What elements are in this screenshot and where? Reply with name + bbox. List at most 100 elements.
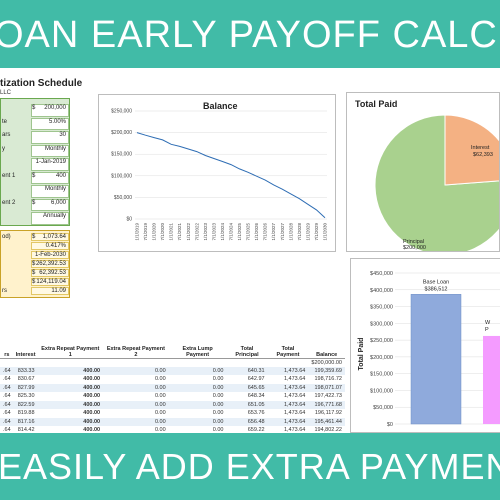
result-field[interactable] — [31, 242, 69, 250]
balance-y-tick: $150,000 — [111, 152, 132, 158]
result-field[interactable] — [31, 278, 69, 286]
balance-x-tick: 1/1/2027 — [271, 223, 276, 241]
table-cell: 400.00 — [37, 383, 104, 392]
input-field[interactable] — [31, 104, 69, 117]
input-field[interactable] — [31, 171, 69, 184]
table-cell: .64 — [0, 366, 14, 375]
bar-base-loan-value: $386,512 — [425, 286, 448, 292]
table-cell: 196,117.92 — [314, 410, 342, 417]
input-value: 30 — [59, 132, 66, 138]
table-cell: 819.88 — [17, 410, 35, 417]
balance-x-tick: 1/1/2026 — [254, 223, 259, 241]
balance-x-tick: 1/1/2019 — [135, 223, 140, 241]
table-cell: 198,071.07 — [308, 383, 345, 392]
total-paid-chart-panel: Total Paid Interest $62,393 Principal $200,… — [346, 92, 500, 252]
balance-x-tick: 7/1/2025 — [246, 223, 251, 241]
input-field[interactable] — [31, 212, 69, 225]
table-row: .64 819.88 400.00 0.00 0.00 653.76 1,473.64 196… — [0, 409, 345, 418]
result-field[interactable] — [31, 233, 69, 241]
table-cell — [226, 358, 267, 367]
result-value: 1,073.64 — [42, 234, 66, 240]
balance-x-tick: 7/1/2027 — [280, 223, 285, 241]
result-currency: $ — [32, 234, 36, 240]
input-field[interactable] — [31, 185, 69, 198]
input-label: ent 1 — [2, 172, 16, 179]
schedule-title: tization Schedule — [0, 78, 83, 89]
balance-x-tick: 1/1/2024 — [220, 223, 225, 241]
balance-x-tick: 1/1/2025 — [237, 223, 242, 241]
result-value: 1-Feb-2030 — [34, 252, 66, 258]
result-field[interactable] — [31, 260, 69, 268]
table-cell: 0.00 — [212, 427, 224, 434]
table-cell: 830.67 — [17, 376, 35, 383]
balance-x-tick: 7/1/2024 — [229, 223, 234, 241]
table-cell: 822.59 — [13, 400, 38, 409]
table-cell: 0.00 — [168, 366, 227, 375]
table-cell: 0.00 — [154, 393, 166, 400]
comparison-y-tick: $250,000 — [370, 338, 393, 344]
pie-label-interest: Interest — [471, 145, 490, 151]
balance-x-tick: 1/1/2022 — [186, 223, 191, 241]
table-cell: 653.76 — [247, 410, 265, 417]
balance-x-tick: 7/1/2020 — [160, 223, 165, 241]
input-value: 5.00% — [48, 118, 66, 125]
input-label: te — [2, 118, 8, 125]
result-field[interactable] — [31, 287, 69, 295]
input-currency: $ — [32, 105, 36, 111]
table-header-cell: Interest — [13, 336, 38, 359]
input-field[interactable] — [31, 131, 69, 144]
table-header-cell: Extra Repeat Payment 1 — [37, 336, 104, 359]
table-cell: 197,422.73 — [314, 393, 342, 400]
table-cell: 0.00 — [168, 400, 227, 409]
result-field[interactable] — [31, 251, 69, 259]
balance-x-tick: 1/1/2021 — [169, 223, 174, 241]
balance-x-tick: 1/1/2030 — [323, 223, 328, 241]
bar-base-loan — [410, 294, 462, 425]
bar-with-extra-label: W — [485, 320, 491, 326]
table-cell: 400.00 — [83, 393, 101, 400]
comparison-y-tick: $200,000 — [370, 355, 393, 361]
balance-x-tick: 7/1/2026 — [263, 223, 268, 241]
balance-chart: $250,000 $200,000 $150,000 $100,000 $50,000 $… — [111, 109, 328, 241]
balance-line — [136, 132, 326, 219]
balance-x-tick: 7/1/2028 — [297, 223, 302, 241]
table-cell — [169, 358, 227, 367]
table-cell: .64 — [3, 410, 11, 417]
table-row: .64 825.30 400.00 0.00 0.00 648.34 1,473.64 197… — [0, 392, 345, 401]
table-cell: 0.00 — [103, 366, 169, 375]
table-cell: 656.48 — [226, 417, 268, 426]
table-cell: .64 — [3, 427, 11, 434]
table-row: .64 817.16 400.00 0.00 0.00 656.48 1,473.64 195… — [0, 417, 345, 426]
balance-x-tick: 1/1/2028 — [288, 223, 293, 241]
table-header-cell: Total Payment — [267, 336, 309, 359]
table-cell: 198,716.72 — [314, 376, 342, 383]
balance-y-tick: $50,000 — [114, 195, 132, 201]
total-paid-pie-chart: Interest$62,393 Principal$200,000 — [374, 114, 499, 251]
result-currency: $ — [32, 279, 36, 285]
table-header-cell: Extra Repeat Payment 2 — [103, 336, 169, 359]
table-row: .64 822.59 400.00 0.00 0.00 651.05 1,473.64 196… — [0, 400, 345, 409]
balance-y-tick: $200,000 — [111, 130, 132, 136]
table-cell: 400.00 — [37, 417, 104, 426]
input-field[interactable] — [31, 198, 69, 211]
table-cell: 0.00 — [168, 417, 227, 426]
input-field[interactable] — [31, 158, 69, 171]
comparison-y-tick: $300,000 — [370, 321, 393, 327]
result-field[interactable] — [31, 269, 69, 277]
balance-x-tick: 7/1/2023 — [211, 223, 216, 241]
input-label: y — [2, 145, 5, 152]
balance-x-tick: 7/1/2029 — [314, 223, 319, 241]
table-cell: .64 — [3, 393, 11, 400]
balance-x-tick: 1/1/2023 — [203, 223, 208, 241]
input-value: 400 — [55, 172, 66, 179]
table-cell: 199,359.69 — [308, 366, 345, 375]
balance-y-tick: $250,000 — [111, 109, 132, 115]
table-cell: 0.00 — [154, 410, 166, 417]
bottom-banner: EASILY ADD EXTRA PAYMENTS — [0, 433, 500, 500]
table-header-cell: Extra Lump Payment — [168, 336, 227, 359]
table-cell: 0.00 — [103, 417, 169, 426]
table-row: .64 833.33 400.00 0.00 0.00 640.31 1,473.64 199… — [0, 366, 345, 375]
table-cell: 825.30 — [17, 393, 35, 400]
input-field[interactable] — [31, 144, 69, 157]
input-field[interactable] — [31, 117, 69, 130]
